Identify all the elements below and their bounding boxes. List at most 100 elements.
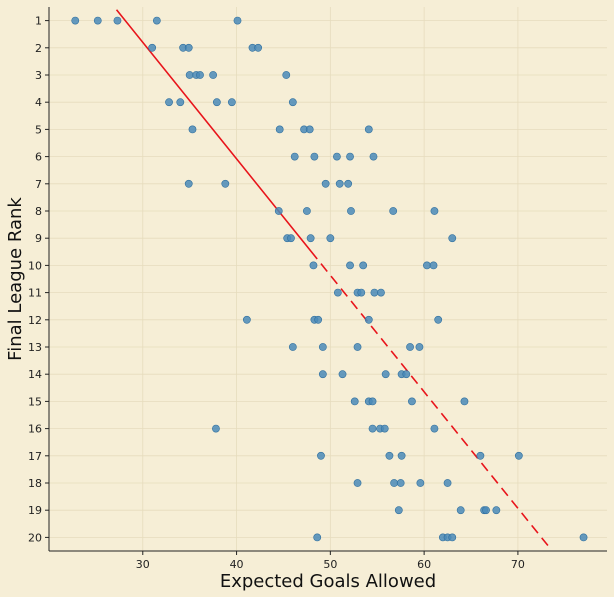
data-point-17 <box>212 98 221 107</box>
data-point-13 <box>209 71 218 79</box>
data-point-26 <box>310 152 319 161</box>
data-point-67 <box>381 370 390 379</box>
data-point-73 <box>408 397 416 406</box>
data-point-79 <box>430 424 439 433</box>
y-tick-label-5: 5 <box>35 123 42 136</box>
data-point-15 <box>165 98 173 107</box>
data-points <box>71 16 588 542</box>
data-point-69 <box>402 370 411 379</box>
data-point-21 <box>275 125 284 134</box>
y-axis-label: Final League Rank <box>5 197 26 361</box>
data-point-58 <box>364 315 373 324</box>
data-point-45 <box>309 261 318 270</box>
x-axis-label: Expected Goals Allowed <box>220 571 436 592</box>
data-point-32 <box>321 179 330 188</box>
data-point-4 <box>233 16 242 25</box>
data-point-35 <box>274 207 283 215</box>
data-point-94 <box>492 506 501 515</box>
data-point-89 <box>443 479 452 487</box>
data-point-57 <box>314 315 323 324</box>
data-point-7 <box>184 43 193 52</box>
y-tick-label-1: 1 <box>35 15 42 28</box>
axes <box>48 7 607 552</box>
data-point-61 <box>318 343 327 351</box>
data-point-20 <box>188 125 197 134</box>
x-ticks: 30 40 50 60 70 <box>136 551 525 571</box>
trend-line-group <box>115 9 549 547</box>
y-tick-label-11: 11 <box>28 287 42 300</box>
data-point-27 <box>333 152 341 161</box>
data-point-90 <box>394 506 403 515</box>
y-tick-label-9: 9 <box>35 232 42 245</box>
data-point-87 <box>396 479 405 487</box>
data-point-88 <box>416 479 425 487</box>
data-point-30 <box>184 179 193 188</box>
data-point-10 <box>185 71 194 79</box>
y-tick-label-17: 17 <box>28 450 42 463</box>
data-point-91 <box>456 506 465 515</box>
data-point-43 <box>326 234 335 243</box>
data-point-24 <box>364 125 373 134</box>
data-point-99 <box>579 533 588 542</box>
data-point-0 <box>71 16 80 25</box>
data-point-75 <box>212 424 220 433</box>
data-point-78 <box>380 424 389 433</box>
data-point-65 <box>318 370 327 379</box>
y-tick-label-19: 19 <box>28 504 42 517</box>
y-tick-label-7: 7 <box>35 178 42 191</box>
data-point-18 <box>227 98 236 107</box>
y-tick-label-16: 16 <box>28 423 42 436</box>
data-point-9 <box>254 43 263 52</box>
data-point-72 <box>368 397 377 406</box>
data-point-34 <box>344 179 353 188</box>
data-point-54 <box>377 288 385 297</box>
data-point-55 <box>242 315 251 324</box>
data-point-42 <box>306 234 315 243</box>
data-point-84 <box>514 451 523 460</box>
data-point-37 <box>347 207 355 215</box>
data-point-46 <box>346 261 354 270</box>
data-point-19 <box>288 98 297 107</box>
data-point-41 <box>287 234 295 243</box>
data-point-64 <box>415 343 424 351</box>
data-point-2 <box>113 16 122 25</box>
data-point-44 <box>448 234 457 243</box>
data-point-48 <box>423 261 431 270</box>
data-point-12 <box>196 71 204 79</box>
x-tick-label-30: 30 <box>136 558 150 571</box>
y-tick-label-15: 15 <box>28 395 42 408</box>
data-point-98 <box>448 533 457 542</box>
data-point-66 <box>338 370 347 379</box>
data-point-93 <box>482 506 490 515</box>
data-point-23 <box>305 125 314 134</box>
trend-line <box>115 9 549 547</box>
data-point-52 <box>357 288 366 297</box>
y-tick-label-13: 13 <box>28 341 42 354</box>
data-point-76 <box>368 424 377 433</box>
data-point-38 <box>389 207 398 215</box>
y-tick-label-18: 18 <box>28 477 42 490</box>
data-point-85 <box>353 479 362 487</box>
y-tick-label-6: 6 <box>35 151 42 164</box>
data-point-59 <box>434 315 443 324</box>
data-point-33 <box>335 179 344 188</box>
y-tick-label-10: 10 <box>28 259 42 272</box>
x-tick-label-70: 70 <box>511 558 525 571</box>
data-point-39 <box>430 207 439 215</box>
data-point-28 <box>346 152 354 161</box>
y-tick-label-14: 14 <box>28 368 42 381</box>
data-point-1 <box>93 16 102 25</box>
data-point-3 <box>152 16 161 25</box>
x-tick-label-40: 40 <box>230 558 244 571</box>
data-point-63 <box>406 343 414 351</box>
data-point-74 <box>460 397 469 406</box>
data-point-83 <box>476 451 485 460</box>
y-tick-label-2: 2 <box>35 42 42 55</box>
grid <box>49 7 607 551</box>
data-point-81 <box>385 451 394 460</box>
data-point-70 <box>350 397 359 406</box>
data-point-82 <box>397 451 406 460</box>
x-tick-label-50: 50 <box>323 558 337 571</box>
plot-area <box>49 7 607 551</box>
